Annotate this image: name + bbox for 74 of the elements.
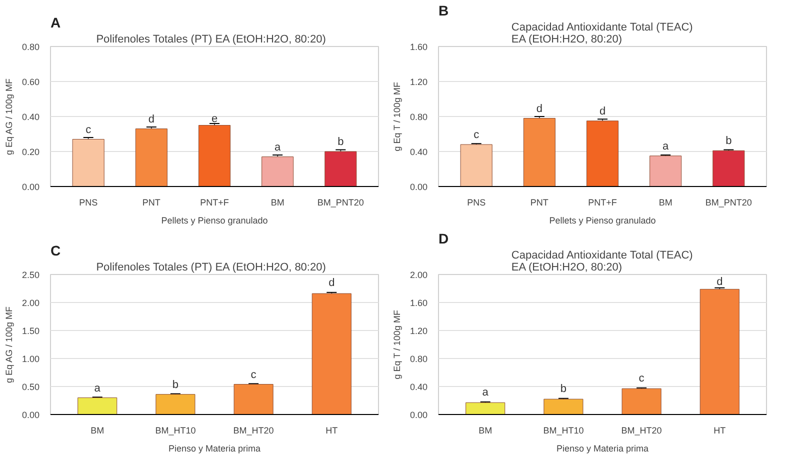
x-tick-label: BM <box>90 426 104 436</box>
y-tick-label: 1.20 <box>410 77 428 87</box>
x-axis-title: Pienso y Materia prima <box>168 444 261 454</box>
annotation: d <box>716 276 723 288</box>
y-tick-label: 0.80 <box>410 112 428 122</box>
annotation: a <box>94 382 102 394</box>
x-tick-label: PNS <box>467 198 486 208</box>
x-tick-label: PNT+F <box>588 198 618 208</box>
y-tick-label: 0.20 <box>22 147 40 157</box>
x-tick-label: HT <box>714 426 726 436</box>
y-tick-label: 0.40 <box>410 147 428 157</box>
y-tick-label: 0.00 <box>22 410 40 420</box>
annotation: d <box>328 277 335 290</box>
x-tick-label: BM_PNT20 <box>705 198 752 208</box>
y-axis-title: g Eq AG / 100g MF <box>4 78 14 156</box>
x-tick-label: PNS <box>79 198 98 208</box>
y-tick-label: 0.80 <box>22 42 40 52</box>
y-tick-label: 0.00 <box>22 182 40 192</box>
annotation: a <box>482 386 490 398</box>
x-tick-label: BM_HT10 <box>155 426 196 436</box>
y-axis-title: g Eq T / 100g MF <box>392 310 402 380</box>
x-tick-label: BM_PNT20 <box>317 198 364 208</box>
annotation: b <box>726 135 732 148</box>
annotation: a <box>662 140 670 152</box>
x-tick-label: BM_HT20 <box>233 426 274 436</box>
y-tick-label: 1.60 <box>410 298 428 308</box>
annotation: e <box>211 112 218 125</box>
y-tick-label: 0.60 <box>22 77 40 87</box>
y-tick-label: 2.50 <box>22 270 40 280</box>
text: C <box>50 242 61 258</box>
annotation: c <box>86 124 92 136</box>
annotation: d <box>148 113 154 126</box>
y-tick-label: 0.00 <box>410 182 428 192</box>
text: B <box>438 2 449 18</box>
y-tick-label: 2.00 <box>410 270 428 280</box>
x-tick-label: BM <box>478 426 492 436</box>
chart-title: Polifenoles Totales (PT) EA (EtOH:H2O, 80:20) <box>96 34 326 46</box>
x-tick-label: PNT <box>142 198 161 208</box>
annotation: b <box>338 136 344 148</box>
y-tick-label: 1.50 <box>22 326 40 336</box>
annotation: c <box>250 368 257 381</box>
x-tick-label: BM_HT20 <box>621 426 662 436</box>
y-tick-label: 0.80 <box>410 354 428 364</box>
y-tick-label: 0.50 <box>22 382 40 392</box>
chart-title: Capacidad Antioxidante Total (TEAC) EA (EtOH:H2O, 80:20) <box>511 22 693 46</box>
x-axis-title: Pellets y Pienso granulado <box>549 216 656 226</box>
annotation: b <box>560 382 567 395</box>
y-tick-label: 0.40 <box>410 382 428 392</box>
y-tick-label: 1.60 <box>410 42 428 52</box>
text: D <box>438 230 449 246</box>
x-tick-label: BM_HT10 <box>543 426 584 436</box>
y-tick-label: 1.00 <box>22 354 40 364</box>
annotation: d <box>536 102 542 115</box>
x-tick-label: BM <box>658 198 672 208</box>
x-tick-label: PNT+F <box>200 198 230 208</box>
text: A <box>50 14 61 30</box>
y-tick-label: 2.00 <box>22 298 40 308</box>
annotation: d <box>599 105 606 118</box>
y-axis-title: g Eq AG / 100g MF <box>4 306 14 384</box>
x-tick-label: BM <box>270 198 284 208</box>
y-tick-label: 1.20 <box>410 326 428 336</box>
annotation: c <box>638 372 645 384</box>
y-tick-label: 0.40 <box>22 112 40 122</box>
x-axis-title: Pienso y Materia prima <box>556 444 649 454</box>
annotation: c <box>474 129 480 141</box>
x-axis-title: Pellets y Pienso granulado <box>161 216 268 226</box>
x-tick-label: PNT <box>530 198 549 208</box>
chart-title: Capacidad Antioxidante Total (TEAC) EA (EtOH:H2O, 80:20) <box>511 250 693 274</box>
y-axis-title: g Eq T / 100g MF <box>392 82 402 152</box>
x-tick-label: HT <box>326 426 338 436</box>
annotation: b <box>172 378 179 391</box>
y-tick-label: 0.00 <box>410 410 428 420</box>
annotation: a <box>274 141 282 154</box>
chart-title: Polifenoles Totales (PT) EA (EtOH:H2O, 80:20) <box>96 262 326 274</box>
